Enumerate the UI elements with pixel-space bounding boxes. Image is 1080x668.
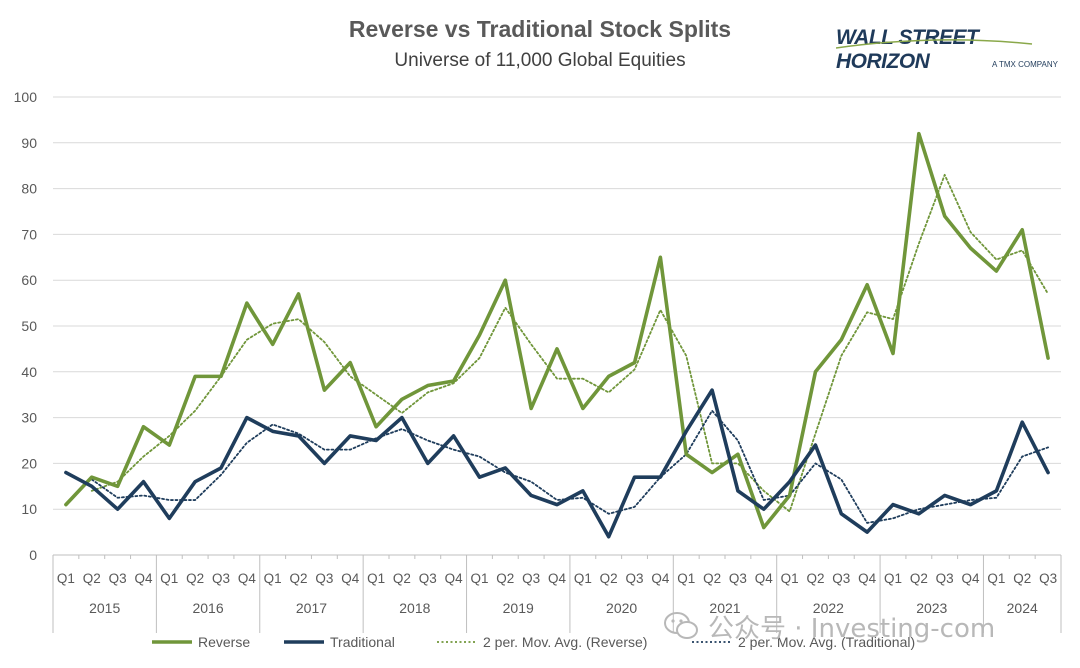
x-tick-label-quarter: Q2 xyxy=(496,571,514,586)
chart-subtitle: Universe of 11,000 Global Equities xyxy=(394,50,686,71)
y-tick-label: 60 xyxy=(21,272,37,288)
x-tick-label-quarter: Q4 xyxy=(755,571,774,586)
x-tick-label-quarter: Q3 xyxy=(315,571,333,586)
x-tick-label-quarter: Q2 xyxy=(186,571,204,586)
x-tick-label-quarter: Q2 xyxy=(83,571,101,586)
series-line-traditional xyxy=(64,388,1050,539)
legend-item-traditional-moving-average-label: 2 per. Mov. Avg. (Traditional) xyxy=(738,634,915,650)
x-tick-label-quarter: Q2 xyxy=(1013,571,1031,586)
x-tick-label-quarter: Q1 xyxy=(781,571,799,586)
x-tick-label-quarter: Q3 xyxy=(212,571,230,586)
x-tick-label-quarter: Q3 xyxy=(936,571,954,586)
legend-item-reverse-label: Reverse xyxy=(198,634,250,650)
x-tick-label-quarter: Q2 xyxy=(703,571,721,586)
x-tick-label-quarter: Q4 xyxy=(858,571,877,586)
x-tick-label-quarter: Q1 xyxy=(160,571,178,586)
x-tick-label-quarter: Q4 xyxy=(134,571,153,586)
x-tick-label-year: 2020 xyxy=(606,600,637,616)
y-tick-label: 90 xyxy=(21,135,37,151)
x-tick-label-quarter: Q1 xyxy=(574,571,592,586)
x-tick-label-year: 2022 xyxy=(813,600,844,616)
x-tick-label-year: 2015 xyxy=(89,600,120,616)
y-tick-label: 30 xyxy=(21,410,37,426)
x-tick-label-year: 2019 xyxy=(503,600,534,616)
x-tick-label-quarter: Q2 xyxy=(290,571,308,586)
watermark: 公众号 · Investing-com xyxy=(664,610,996,644)
x-tick-label-quarter: Q2 xyxy=(910,571,928,586)
x-tick-label-year: 2021 xyxy=(709,600,740,616)
logo-swoosh-icon xyxy=(836,39,1033,49)
legend-item-reverse-moving-average-label: 2 per. Mov. Avg. (Reverse) xyxy=(483,634,647,650)
x-tick-label-quarter: Q3 xyxy=(522,571,540,586)
y-tick-label: 0 xyxy=(29,547,37,563)
x-tick-label-quarter: Q3 xyxy=(626,571,644,586)
x-tick-label-quarter: Q1 xyxy=(677,571,695,586)
y-tick-label: 40 xyxy=(21,364,37,380)
series-line-reverse xyxy=(64,131,1050,530)
y-tick-label: 20 xyxy=(21,455,37,471)
x-tick-label-quarter: Q4 xyxy=(238,571,257,586)
y-tick-label: 100 xyxy=(14,89,38,105)
wechat-icon xyxy=(664,612,698,639)
wall-street-horizon-logo: WALL STREET HORIZON A TMX COMPANY xyxy=(836,26,1058,76)
y-tick-label: 10 xyxy=(21,501,37,517)
x-tick-label-quarter: Q4 xyxy=(341,571,360,586)
x-tick-label-quarter: Q1 xyxy=(470,571,488,586)
series-line-traditional-moving-average xyxy=(90,409,1049,524)
logo-tagline: A TMX COMPANY xyxy=(992,60,1058,69)
x-tick-label-quarter: Q4 xyxy=(651,571,670,586)
x-tick-label-quarter: Q3 xyxy=(832,571,850,586)
x-tick-label-quarter: Q2 xyxy=(806,571,824,586)
x-tick-label-quarter: Q3 xyxy=(729,571,747,586)
x-tick-label-year: 2023 xyxy=(916,600,947,616)
x-tick-label-quarter: Q3 xyxy=(419,571,437,586)
x-tick-label-year: 2024 xyxy=(1007,600,1038,616)
x-tick-label-quarter: Q4 xyxy=(548,571,567,586)
x-tick-label-quarter: Q1 xyxy=(884,571,902,586)
x-tick-label-quarter: Q1 xyxy=(264,571,282,586)
watermark-text: 公众号 · Investing-com xyxy=(708,613,996,644)
x-tick-label-quarter: Q1 xyxy=(367,571,385,586)
x-tick-label-quarter: Q2 xyxy=(393,571,411,586)
y-tick-label: 80 xyxy=(21,181,37,197)
x-tick-label-quarter: Q4 xyxy=(445,571,464,586)
x-tick-label-quarter: Q3 xyxy=(109,571,127,586)
x-tick-label-quarter: Q2 xyxy=(600,571,618,586)
legend-item-traditional-label: Traditional xyxy=(330,634,395,650)
x-tick-label-year: 2017 xyxy=(296,600,327,616)
y-tick-label: 70 xyxy=(21,226,37,242)
x-tick-label-year: 2016 xyxy=(192,600,223,616)
chart-title: Reverse vs Traditional Stock Splits xyxy=(348,16,732,42)
x-tick-label-quarter: Q1 xyxy=(987,571,1005,586)
x-tick-label-quarter: Q4 xyxy=(962,571,981,586)
series-line-reverse-moving-average xyxy=(90,173,1049,513)
x-tick-label-quarter: Q3 xyxy=(1039,571,1057,586)
x-tick-label-quarter: Q1 xyxy=(57,571,75,586)
y-tick-label: 50 xyxy=(21,318,37,334)
x-tick-label-year: 2018 xyxy=(399,600,430,616)
